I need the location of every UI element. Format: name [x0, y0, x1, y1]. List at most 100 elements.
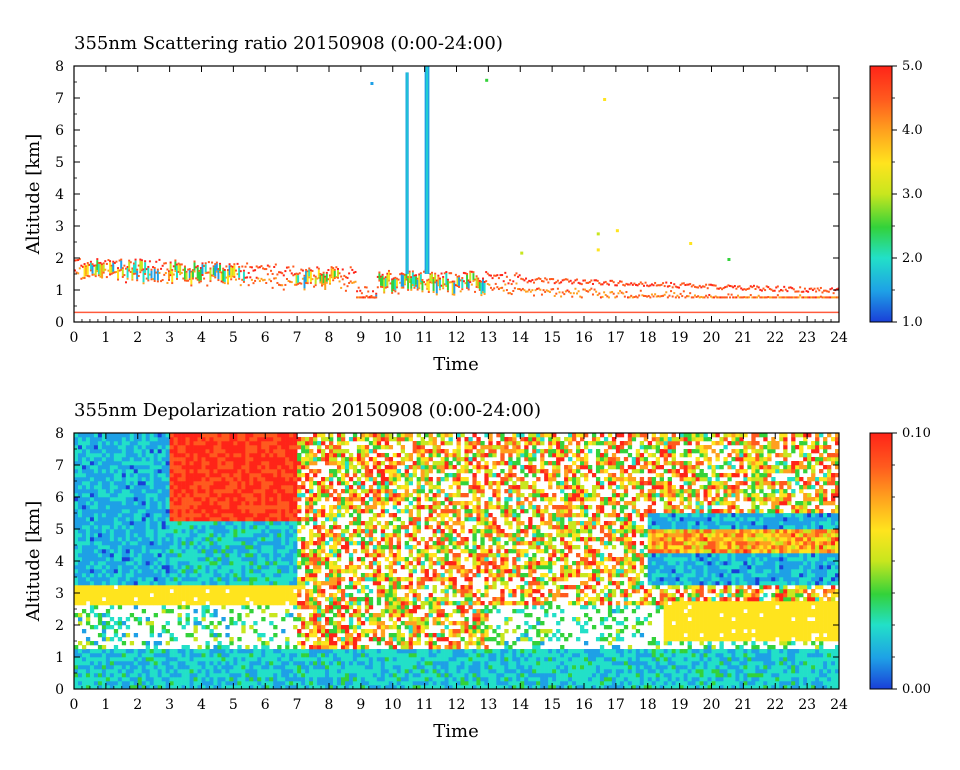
- depolarization-cell: [169, 517, 174, 522]
- depolarization-cell: [289, 525, 294, 530]
- depolarization-cell: [129, 469, 135, 474]
- depolarization-cell: [185, 453, 190, 458]
- depolarization-cell: [332, 621, 338, 626]
- depolarization-cell: [289, 561, 294, 566]
- scattering-edge-cell: [831, 296, 834, 299]
- depolarization-cell: [125, 497, 131, 502]
- scattering-edge-cell: [268, 278, 271, 281]
- depolarization-cell: [225, 661, 230, 666]
- depolarization-cell: [336, 657, 342, 662]
- depolarization-cell: [133, 541, 139, 546]
- depolarization-cell: [77, 669, 83, 674]
- depolarization-cell: [241, 677, 246, 682]
- depolarization-cell: [293, 533, 298, 538]
- depolarization-cell: [221, 577, 226, 582]
- scattering-edge-cell: [279, 271, 282, 274]
- scattering-layer-cell: [109, 262, 112, 274]
- scattering-edge-cell: [684, 284, 687, 287]
- depolarization-cell: [217, 561, 222, 566]
- scattering-edge-cell: [553, 282, 556, 285]
- depolarization-cell: [269, 549, 274, 554]
- depolarization-cell: [165, 669, 170, 674]
- depolarization-cell: [225, 453, 230, 458]
- depolarization-cell: [74, 601, 79, 606]
- depolarization-cell: [265, 597, 270, 602]
- depolarization-cell: [137, 549, 143, 554]
- scattering-edge-cell: [131, 267, 134, 270]
- depolarization-cell: [117, 557, 123, 562]
- depolarization-cell: [332, 653, 338, 658]
- depolarization-cell: [329, 629, 334, 634]
- depolarization-cell: [217, 645, 222, 650]
- depolarization-cell: [233, 469, 238, 474]
- depolarization-cell: [229, 573, 234, 578]
- depolarization-cell: [265, 649, 270, 654]
- scattering-edge-cell: [571, 282, 574, 285]
- depolarization-cell: [317, 457, 322, 462]
- depolarization-cell: [313, 501, 318, 506]
- scattering-edge-cell: [391, 278, 394, 281]
- depolarization-cell: [117, 565, 123, 570]
- depolarization-cell: [157, 665, 162, 670]
- scattering-edge-cell: [819, 286, 822, 289]
- depolarization-cell: [81, 645, 87, 650]
- scattering-edge-cell: [598, 292, 601, 295]
- scattering-edge-cell: [555, 281, 558, 284]
- depolarization-cell: [257, 581, 262, 586]
- scattering-edge-cell: [631, 296, 634, 299]
- depolarization-cell: [189, 465, 194, 470]
- depolarization-cell: [293, 497, 298, 502]
- depolarization-cell: [245, 553, 250, 558]
- depolarization-cell: [237, 481, 242, 486]
- depolarization-cell: [269, 541, 274, 546]
- depolarization-cell: [197, 589, 202, 594]
- depolarization-cell: [293, 465, 298, 470]
- depolarization-cell: [165, 641, 170, 646]
- depolarization-cell: [81, 653, 87, 658]
- depolarization-cell: [181, 505, 186, 510]
- depolarization-cell: [169, 481, 174, 486]
- scattering-edge-cell: [227, 282, 229, 285]
- scattering-edge-cell: [91, 273, 94, 276]
- scattering-edge-cell: [81, 265, 84, 268]
- scattering-edge-cell: [512, 289, 515, 292]
- depolarization-cell: [101, 669, 107, 674]
- depolarization-cell: [189, 597, 194, 602]
- scattering-edge-cell: [419, 282, 422, 285]
- depolarization-cell: [153, 457, 158, 462]
- scattering-edge-cell: [172, 273, 175, 276]
- depolarization-cell: [245, 589, 250, 594]
- depolarization-cell: [336, 589, 342, 594]
- depolarization-cell: [97, 669, 103, 674]
- depolarization-cell: [129, 493, 135, 498]
- scattering-edge-cell: [80, 277, 83, 280]
- depolarization-cell: [153, 641, 158, 646]
- scattering-edge-cell: [678, 296, 681, 299]
- depolarization-cell: [121, 661, 127, 666]
- depolarization-cell: [173, 685, 178, 690]
- depolarization-cell: [177, 505, 182, 510]
- depolarization-cell: [332, 613, 338, 618]
- depolarization-cell: [229, 521, 234, 526]
- scattering-layer-cell: [472, 273, 475, 280]
- depolarization-cell: [217, 585, 222, 590]
- depolarization-cell: [297, 617, 302, 622]
- depolarization-cell: [125, 493, 131, 498]
- depolarization-cell: [309, 537, 314, 542]
- depolarization-cell: [317, 445, 322, 450]
- depolarization-cell: [241, 605, 246, 610]
- depolarization-cell: [81, 609, 87, 614]
- depolarization-cell: [305, 669, 310, 674]
- depolarization-cell: [137, 669, 143, 674]
- depolarization-cell: [329, 437, 334, 442]
- scattering-edge-cell: [588, 281, 591, 284]
- depolarization-cell: [305, 569, 310, 574]
- scattering-edge-cell: [652, 284, 655, 287]
- scattering-edge-cell: [497, 277, 500, 280]
- scattering-edge-cell: [395, 286, 398, 289]
- depolarization-cell: [85, 685, 91, 690]
- depolarization-cell: [229, 641, 234, 646]
- scattering-edge-cell: [701, 285, 704, 288]
- scattering-edge-cell: [153, 266, 156, 269]
- depolarization-cell: [181, 661, 186, 666]
